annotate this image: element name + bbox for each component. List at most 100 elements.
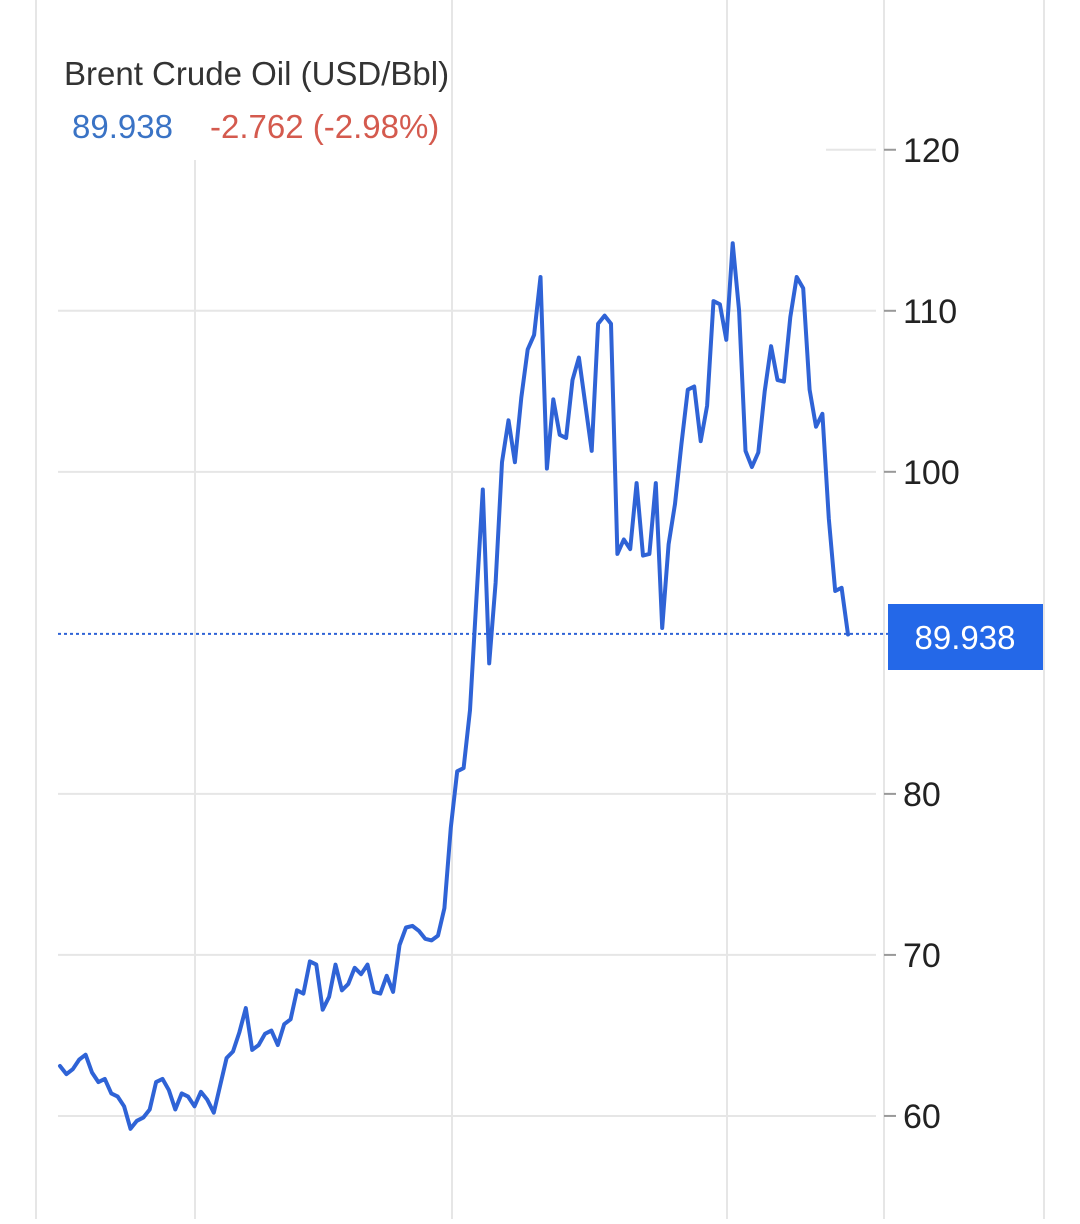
data-point [833,589,837,593]
data-point [218,1083,222,1087]
data-point [282,1022,286,1026]
data-point [583,402,587,406]
current-value-label: 89.938 [915,619,1016,656]
data-point [692,385,696,389]
data-point [590,449,594,453]
data-point [301,992,305,996]
series-points [58,241,850,1131]
data-point [212,1111,216,1115]
data-point [141,1116,145,1120]
current-value-label-box [888,604,1043,670]
data-point [539,275,543,279]
series-line [58,241,850,1131]
data-point [564,436,568,440]
data-point [378,992,382,996]
chart-title: Brent Crude Oil (USD/Bbl) [64,55,449,92]
data-point [199,1090,203,1094]
y-axis-tick-marks [884,148,896,1117]
data-point [654,481,658,485]
data-point [507,418,511,422]
data-point [724,338,728,342]
data-point [103,1077,107,1081]
y-tick-label: 70 [903,937,941,975]
data-point [129,1127,133,1131]
data-point [788,315,792,319]
data-point [231,1050,235,1054]
data-point [532,333,536,337]
data-point [417,929,421,933]
data-point [404,926,408,930]
data-point [660,626,664,630]
data-point [314,963,318,967]
data-point [263,1032,267,1036]
data-point [827,517,831,521]
data-point [769,344,773,348]
data-point [321,1008,325,1012]
data-point [679,442,683,446]
data-point [494,581,498,585]
data-point [641,554,645,558]
data-point [205,1098,209,1102]
data-point [269,1029,273,1033]
data-point [295,988,299,992]
data-point [353,966,357,970]
data-point [609,322,613,326]
data-point [135,1119,139,1123]
data-point [122,1104,126,1108]
data-point [628,547,632,551]
data-point [558,433,562,437]
data-point [635,481,639,485]
data-point [173,1108,177,1112]
data-point [334,963,338,967]
data-point [77,1058,81,1062]
data-point [718,302,722,306]
data-point [622,538,626,542]
data-point [820,412,824,416]
data-point [161,1077,165,1081]
data-point [571,378,575,382]
data-point [225,1056,229,1060]
data-point [327,995,331,999]
data-point [366,963,370,967]
data-point [455,769,459,773]
price-change: -2.762 (-2.98%) [210,108,439,145]
data-point [116,1095,120,1099]
data-point [193,1104,197,1108]
data-point [744,449,748,453]
data-point [109,1091,113,1095]
data-point [359,972,363,976]
data-point [58,1064,62,1068]
y-tick-label: 80 [903,776,941,814]
data-point [462,766,466,770]
data-point [64,1072,68,1076]
data-point [782,380,786,384]
data-point [526,347,530,351]
data-point [372,990,376,994]
data-point [340,988,344,992]
data-point [673,502,677,506]
data-point [596,322,600,326]
data-point [667,542,671,546]
data-point [712,299,716,303]
data-point [237,1030,241,1034]
data-point [436,934,440,938]
data-point [96,1080,100,1084]
data-point [346,982,350,986]
data-point [776,378,780,382]
data-point [250,1048,254,1052]
data-point [71,1067,75,1071]
data-point [756,451,760,455]
data-point [750,465,754,469]
data-point [513,460,517,464]
data-point [808,388,812,392]
data-point [481,488,485,492]
data-point [186,1095,190,1099]
data-point [90,1071,94,1075]
data-point [487,661,491,665]
data-point [615,552,619,556]
data-point [647,552,651,556]
data-point [801,286,805,290]
data-point [795,275,799,279]
